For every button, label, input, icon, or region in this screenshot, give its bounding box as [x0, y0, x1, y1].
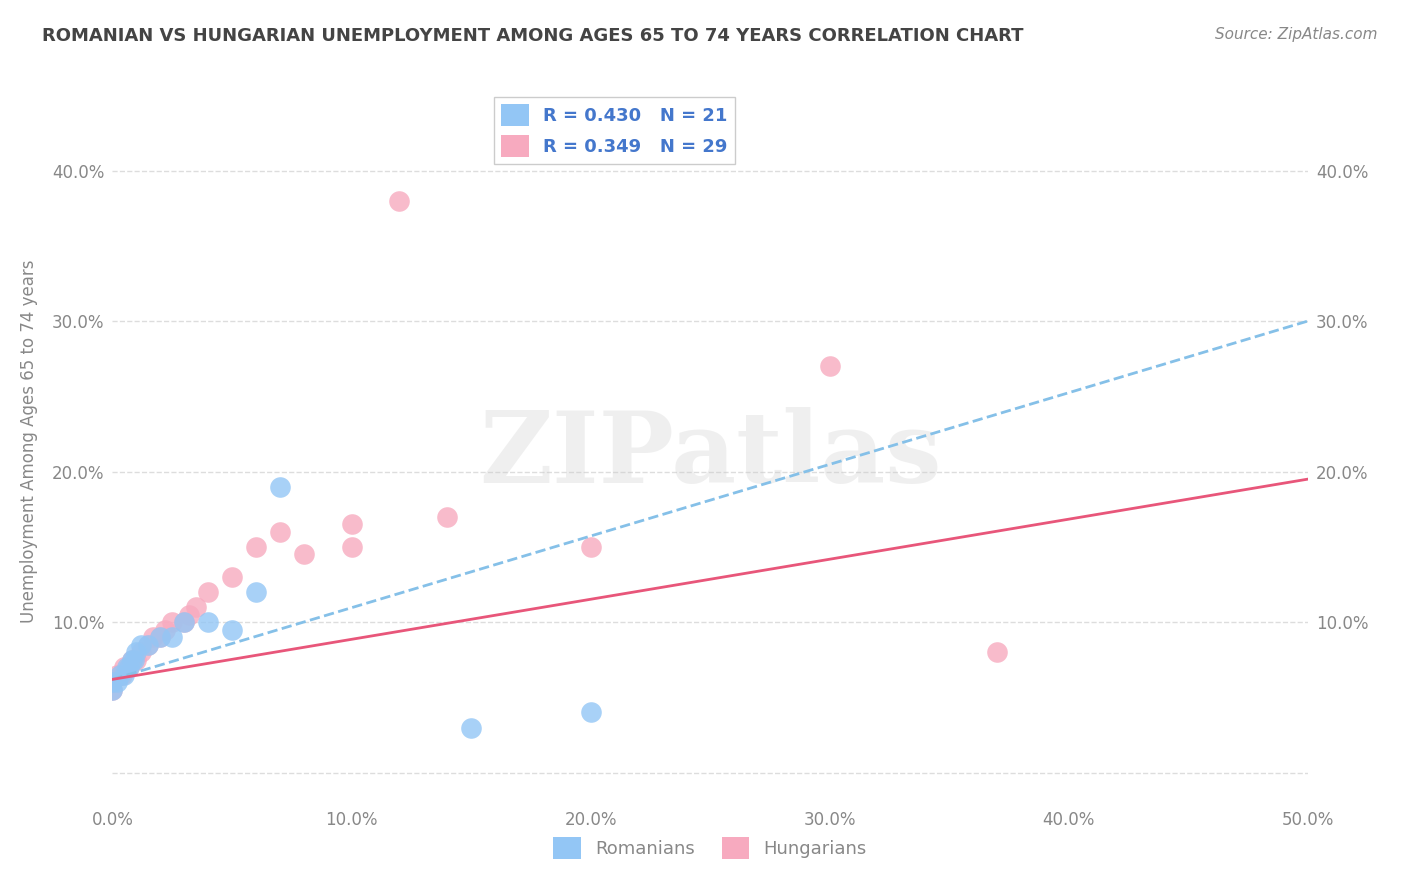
Point [173, 615, 195, 630]
Text: ROMANIAN VS HUNGARIAN UNEMPLOYMENT AMONG AGES 65 TO 74 YEARS CORRELATION CHART: ROMANIAN VS HUNGARIAN UNEMPLOYMENT AMONG… [42, 27, 1024, 45]
Point [818, 359, 841, 374]
Point [177, 607, 200, 622]
Point [149, 630, 172, 644]
Point [579, 540, 602, 554]
Point [129, 638, 152, 652]
Point [340, 540, 363, 554]
Point [111, 668, 134, 682]
Point [101, 682, 124, 697]
Point [142, 630, 165, 644]
Point [197, 615, 219, 630]
Point [121, 653, 143, 667]
Point [436, 509, 458, 524]
Point [149, 630, 172, 644]
Point [115, 660, 138, 674]
Point [245, 585, 267, 599]
Point [173, 615, 195, 630]
Point [118, 660, 141, 674]
Point [162, 615, 183, 630]
Text: Source: ZipAtlas.com: Source: ZipAtlas.com [1215, 27, 1378, 42]
Y-axis label: Unemployment Among Ages 65 to 74 years: Unemployment Among Ages 65 to 74 years [20, 260, 38, 624]
Point [269, 480, 291, 494]
Point [114, 660, 135, 674]
Point [101, 675, 124, 690]
Point [340, 517, 363, 532]
Point [118, 660, 141, 674]
Point [460, 721, 482, 735]
Point [105, 675, 128, 690]
Point [108, 668, 131, 682]
Point [121, 653, 143, 667]
Point [186, 600, 208, 615]
Point [269, 524, 291, 539]
Point [125, 645, 148, 659]
Point [579, 706, 602, 720]
Point [153, 623, 176, 637]
Point [114, 668, 135, 682]
Point [197, 585, 219, 599]
Point [101, 675, 124, 690]
Point [105, 668, 128, 682]
Point [162, 630, 183, 644]
Point [221, 570, 243, 584]
Point [245, 540, 267, 554]
Point [138, 638, 160, 652]
Point [292, 548, 315, 562]
Point [125, 653, 148, 667]
Point [122, 653, 145, 667]
Point [138, 638, 160, 652]
Point [129, 645, 152, 659]
Legend: Romanians, Hungarians: Romanians, Hungarians [547, 830, 873, 866]
Point [986, 645, 1008, 659]
Point [221, 623, 243, 637]
Text: ZIPatlas: ZIPatlas [479, 408, 941, 505]
Point [101, 682, 124, 697]
Point [388, 194, 411, 208]
